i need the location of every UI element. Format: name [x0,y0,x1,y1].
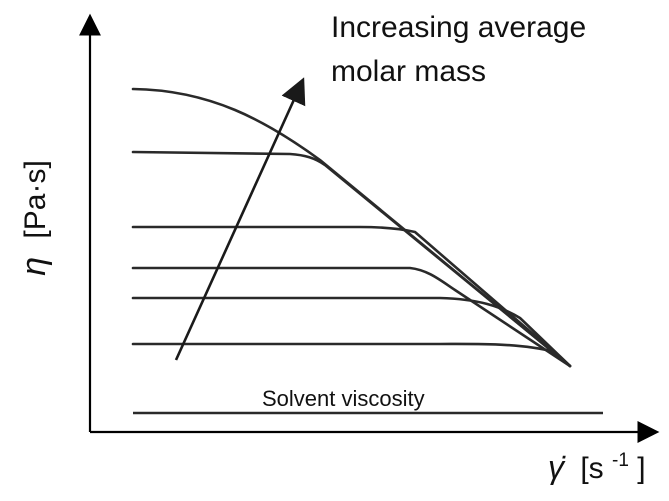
y-axis-unit: [Pa·s] [19,160,52,238]
increasing-molar-mass-arrow [174,77,306,361]
viscosity-curve-3 [131,266,572,368]
viscosity-curve-2 [131,296,572,368]
viscosity-curve-6 [131,87,572,368]
viscosity-curve-1 [131,342,572,368]
x-axis-symbol: γ̇ [548,449,566,485]
x-axis-unit-exp: -1 [612,450,629,471]
svg-text:γ̇ [s -1 ]: γ̇ [s -1 ] [548,440,646,485]
viscosity-curve-5 [131,150,572,368]
x-axis-unit-open: [s [580,452,603,485]
annotation-line-2: molar mass [331,55,486,88]
svg-text:η [Pa·s]: η [Pa·s] [15,160,53,276]
x-axis-unit-close: ] [637,452,645,485]
y-axis-symbol: η [15,257,53,276]
y-axis-label: η [Pa·s] [15,160,53,276]
solvent-label: Solvent viscosity [262,386,425,411]
viscosity-curve-4 [131,225,572,368]
annotation-line-1: Increasing average [331,11,586,44]
x-axis-label: γ̇ [s -1 ] [548,440,646,485]
